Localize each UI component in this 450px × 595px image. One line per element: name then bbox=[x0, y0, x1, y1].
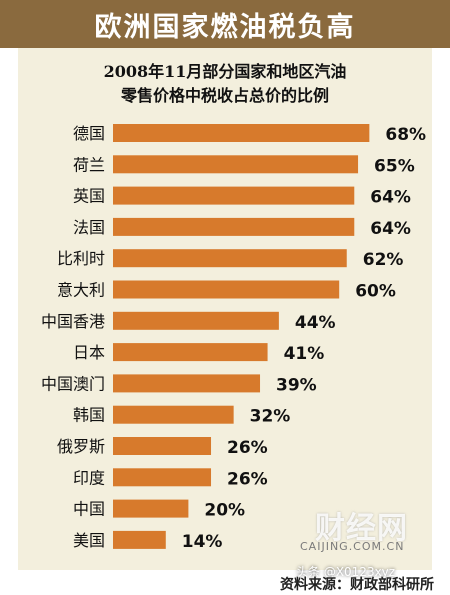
bar bbox=[113, 343, 268, 362]
bar bbox=[113, 217, 355, 236]
data-label: 64% bbox=[370, 188, 411, 208]
bar bbox=[113, 249, 347, 268]
watermark-logo: 财经网 bbox=[315, 511, 408, 546]
chart-subtitle: 零售价格中税收占总价的比例 bbox=[120, 86, 329, 105]
title-banner: 欧洲国家燃油税负高 bbox=[0, 0, 450, 48]
chart-title: 2008年11月部分国家和地区汽油 bbox=[103, 62, 347, 81]
bar bbox=[113, 155, 359, 174]
category-label: 印度 bbox=[73, 468, 105, 487]
category-label: 法国 bbox=[73, 218, 105, 237]
category-label: 荷兰 bbox=[73, 155, 105, 174]
overlay-tag: 头条 @X0123xyz bbox=[296, 565, 396, 579]
category-label: 俄罗斯 bbox=[57, 437, 105, 456]
data-label: 68% bbox=[385, 125, 426, 145]
bar bbox=[113, 437, 212, 455]
category-label: 英国 bbox=[73, 187, 105, 206]
bar bbox=[113, 280, 340, 299]
data-label: 62% bbox=[363, 250, 404, 270]
data-label: 26% bbox=[227, 438, 268, 458]
category-label: 德国 bbox=[73, 124, 105, 143]
page-title: 欧洲国家燃油税负高 bbox=[94, 11, 356, 43]
bar bbox=[113, 468, 212, 487]
data-label: 44% bbox=[295, 313, 336, 333]
bar bbox=[113, 499, 189, 518]
data-label: 64% bbox=[370, 219, 411, 239]
bar bbox=[113, 186, 355, 205]
data-label: 41% bbox=[284, 344, 325, 364]
category-label: 中国香港 bbox=[41, 312, 105, 331]
bar bbox=[113, 311, 279, 330]
data-label: 32% bbox=[250, 407, 291, 427]
bar bbox=[113, 374, 261, 393]
data-label: 60% bbox=[355, 282, 396, 302]
category-label: 日本 bbox=[73, 343, 105, 362]
bar bbox=[113, 405, 234, 424]
data-label: 39% bbox=[276, 375, 317, 395]
category-label: 中国 bbox=[73, 500, 105, 519]
watermark-url: CAIJING.COM.CN bbox=[300, 540, 405, 553]
bar bbox=[113, 124, 370, 142]
data-label: 20% bbox=[204, 501, 245, 521]
bar bbox=[113, 530, 166, 549]
category-label: 韩国 bbox=[73, 406, 105, 425]
category-label: 意大利 bbox=[57, 281, 105, 300]
data-label: 26% bbox=[227, 469, 268, 489]
source-note: 资料来源：财政部科研所 bbox=[280, 577, 434, 593]
data-label: 65% bbox=[374, 156, 415, 176]
category-label: 比利时 bbox=[57, 249, 105, 268]
category-label: 美国 bbox=[73, 531, 105, 550]
category-label: 中国澳门 bbox=[41, 374, 105, 393]
data-label: 14% bbox=[182, 532, 223, 552]
